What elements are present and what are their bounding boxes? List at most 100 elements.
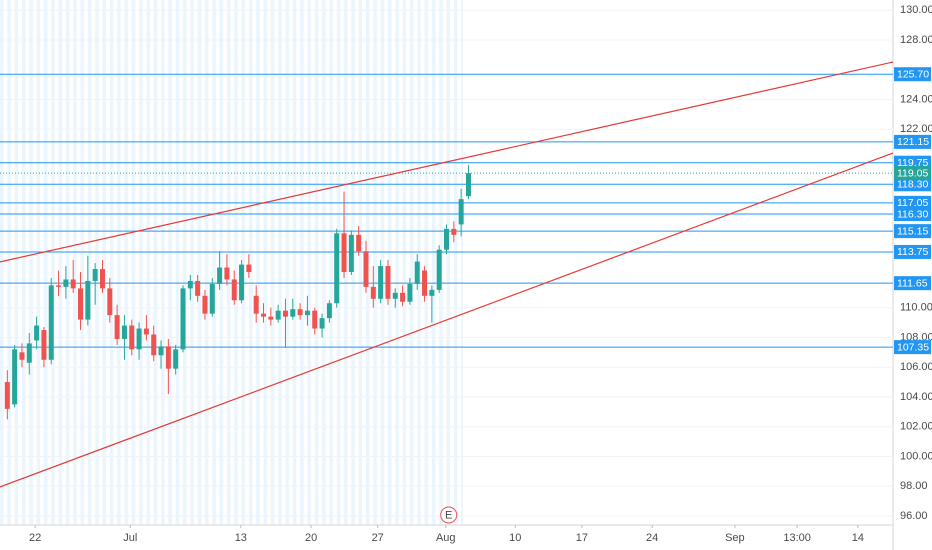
level-box [894,276,931,291]
candle-body [231,279,237,301]
y-tick-label: 106.00 [900,361,932,373]
x-tick-label: 13:00 [783,532,811,544]
candle-body [261,313,267,317]
level-label: 116.30 [897,208,928,220]
candle-body [19,352,25,360]
session-shading [0,0,463,525]
candle-body [268,316,274,320]
candle-body [422,270,428,296]
candle-body [195,280,201,296]
candle-body [136,328,142,350]
candle-body [26,343,32,363]
y-tick-label: 96.00 [900,510,928,522]
y-tick-label: 130.00 [900,4,932,16]
level-box [894,134,931,149]
candle-body [143,328,149,335]
level-label: 111.65 [897,277,928,289]
candle-body [63,279,69,287]
level-label: 118.30 [897,179,928,191]
y-tick-label: 98.00 [900,480,928,492]
level-box [894,177,931,192]
candle-body [239,264,245,301]
candle-body [290,309,296,317]
candle-body [85,280,91,320]
x-tick-label: 20 [305,532,317,544]
candle-body [370,286,376,299]
candle-body [151,334,157,356]
y-tick-label: 122.00 [900,123,932,135]
candle-body [363,251,369,287]
candle-body [436,249,442,290]
y-tick-label: 110.00 [900,302,932,314]
level-label: 125.70 [897,68,929,80]
x-tick-label: Jul [123,532,137,544]
candle-body [341,233,347,273]
candle-body [48,285,54,360]
candle-body [92,269,98,281]
candle-body [297,309,303,316]
candle-body [99,269,105,289]
candle-body [165,346,171,369]
level-box [894,195,931,210]
candle-body [34,325,40,341]
candle-body [121,325,127,339]
x-tick-label: 13 [235,532,247,544]
level-label: 115.15 [897,225,928,237]
candle-body [202,295,208,314]
candle-body [275,310,281,320]
candle-body [326,303,332,319]
y-tick-label: 102.00 [900,421,932,433]
level-box [894,67,931,82]
level-box [894,340,931,355]
candle-body [187,280,193,289]
level-label: 107.35 [897,341,929,353]
candle-body [253,295,259,314]
candle-body [209,283,215,314]
candle-body [465,173,471,197]
y-tick-label: 128.00 [900,34,932,46]
current-price-label: 119.05 [897,167,928,179]
candle-body [392,292,398,299]
candle-body [70,279,76,289]
x-tick-label: 10 [509,532,521,544]
candle-body [400,292,406,302]
candle-body [158,346,164,356]
candle-body [41,330,47,360]
event-marker [440,506,458,524]
candle-body [385,266,391,299]
candle-body [334,233,340,304]
current-price-box [894,166,931,181]
x-tick-label: Aug [436,532,456,544]
candle-body [12,349,18,405]
candle-body [356,234,362,252]
x-tick-label: 14 [852,532,864,544]
candle-body [304,310,310,316]
level-label: 113.75 [897,246,928,258]
level-box [894,244,931,259]
candle-body [348,234,354,273]
x-tick-label: 24 [646,532,658,544]
y-tick-label: 100.00 [900,450,932,462]
candle-body [114,315,120,339]
level-label: 117.05 [897,197,928,209]
candle-body [282,310,288,317]
candle-body [224,267,230,280]
candle-body [78,288,84,320]
event-marker-label: E [445,509,452,521]
candle-body [4,382,10,409]
candle-body [56,285,62,287]
level-box [894,207,931,222]
candle-body [444,228,449,250]
trend-line [0,61,894,263]
candle-body [378,266,384,299]
candle-body [107,288,113,316]
candle-body [312,310,318,329]
level-box [894,224,931,239]
candle-body [319,318,325,329]
y-tick-label: 104.00 [900,391,932,403]
candle-body [429,289,435,296]
candle-body [414,261,420,284]
level-label: 121.15 [897,136,929,148]
